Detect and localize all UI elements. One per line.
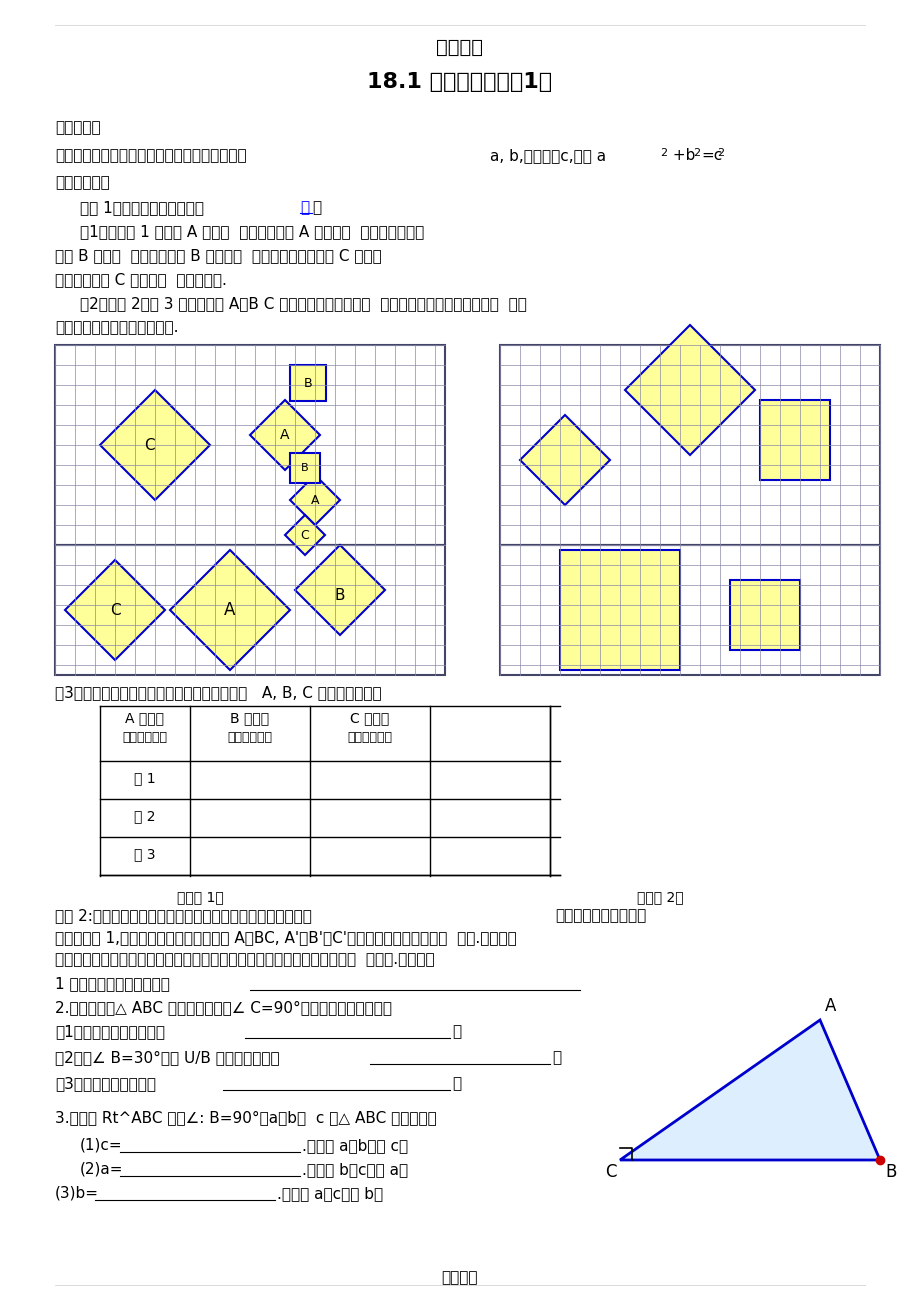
Polygon shape (295, 545, 384, 635)
Text: 2: 2 (659, 149, 666, 158)
Text: C: C (143, 438, 154, 452)
Text: B: B (884, 1164, 895, 1181)
Text: 18.1 勾股定理学案（1）: 18.1 勾股定理学案（1） (367, 72, 552, 93)
Bar (499, 545, 879, 675)
Text: 3.已知在 Rt^ABC 中，∠: B=90°，a、b、  c 是△ ABC 的三边，则: 3.已知在 Rt^ABC 中，∠: B=90°，a、b、 c 是△ ABC 的三… (55, 1110, 437, 1124)
Text: 欢迎下载: 欢迎下载 (441, 1270, 478, 1285)
Polygon shape (624, 324, 754, 455)
Text: 2: 2 (716, 149, 723, 158)
Text: A: A (224, 601, 235, 619)
Text: a, b,斜边长为c,那么 a: a, b,斜边长为c,那么 a (490, 149, 606, 163)
Text: A: A (311, 494, 319, 507)
Text: （1）两锐角之间的关系：: （1）两锐角之间的关系： (55, 1024, 165, 1038)
Text: （2）在图 2、图 3 中，正方形 A、B C 中各含有多少个小方格  ？它们的面积各是多少？你是  如何: （2）在图 2、图 3 中，正方形 A、B C 中各含有多少个小方格 ？它们的面… (80, 296, 527, 311)
Text: .（已知 a、b，求 c）: .（已知 a、b，求 c） (301, 1138, 408, 1153)
Text: C: C (605, 1164, 616, 1181)
Polygon shape (759, 400, 829, 480)
Text: （单位面积）: （单位面积） (122, 731, 167, 744)
Bar (499, 345, 879, 545)
Text: 得到上述结果的？与同伴交流.: 得到上述结果的？与同伴交流. (55, 321, 178, 335)
Polygon shape (289, 365, 325, 401)
Polygon shape (285, 515, 324, 555)
Text: 2: 2 (692, 149, 699, 158)
Text: ；: ； (551, 1050, 561, 1065)
Text: ［必记］：: ［必记］： (55, 120, 100, 136)
Text: （单位面积）: （单位面积） (347, 731, 392, 744)
Text: （1）观察图 1 正方形 A 中含有  个小方格，即 A 的面积是  个单位面积；正: （1）观察图 1 正方形 A 中含有 个小方格，即 A 的面积是 个单位面积；正 (80, 224, 424, 238)
Polygon shape (729, 580, 800, 650)
Text: +b: +b (667, 149, 695, 163)
Text: A: A (280, 427, 289, 442)
Text: C: C (109, 602, 120, 618)
Text: （3）请将上述结果填入下表，你能发现正方形   A, B, C 的面积关系吗？: （3）请将上述结果填入下表，你能发现正方形 A, B, C 的面积关系吗？ (55, 685, 381, 700)
Polygon shape (289, 453, 320, 483)
Text: 。: 。 (451, 1076, 460, 1091)
Text: 探究 2:等腰三角形有上述性质，其他的三角形也有这个性质吗: 探究 2:等腰三角形有上述性质，其他的三角形也有这个性质吗 (55, 908, 312, 923)
Text: 题: 题 (300, 199, 309, 215)
Text: （单位面积）: （单位面积） (227, 731, 272, 744)
Text: 2.如图，直角△ ABC 的主要性质是：∠ C=90°，（用几何语言表示）: 2.如图，直角△ ABC 的主要性质是：∠ C=90°，（用几何语言表示） (55, 999, 391, 1015)
Text: (1)c=: (1)c= (80, 1138, 122, 1153)
Bar (55, 545, 445, 675)
Text: =c: =c (700, 149, 721, 163)
Polygon shape (65, 560, 165, 661)
Text: 1 勾股定理的具体内容是：: 1 勾股定理的具体内容是： (55, 976, 170, 992)
Text: ？如上图，每个小方格: ？如上图，每个小方格 (554, 908, 645, 923)
Polygon shape (100, 390, 210, 500)
Text: B: B (303, 377, 312, 390)
Text: 图 3: 图 3 (134, 847, 155, 861)
Text: ；: ； (451, 1024, 460, 1038)
Text: C 的面积: C 的面积 (350, 711, 390, 724)
Text: 的面积均为 1,请分别计算出下图中正方形 A、BC, A'、B'、C'的面积，看看能得出什么  结论.（提示：: 的面积均为 1,请分别计算出下图中正方形 A、BC, A'、B'、C'的面积，看… (55, 930, 516, 945)
Text: 个小方格，即 C 的面积是  个单位面积.: 个小方格，即 C 的面积是 个单位面积. (55, 272, 227, 287)
Text: 以斜边为边长的正方形的面积，等于某个正方形的面积减去四个直角三角形  的面积.）归纳：: 以斜边为边长的正方形的面积，等于某个正方形的面积减去四个直角三角形 的面积.）归… (55, 952, 434, 967)
Text: ［新课讲解］: ［新课讲解］ (55, 175, 109, 190)
Text: B: B (301, 463, 309, 473)
Polygon shape (250, 400, 320, 470)
Bar (55, 345, 445, 545)
Text: B 的面积: B 的面积 (230, 711, 269, 724)
Text: （探究 1）: （探究 1） (176, 890, 223, 904)
Text: （2）若∠ B=30°，则 U/B 的对边和斜边：: （2）若∠ B=30°，则 U/B 的对边和斜边： (55, 1050, 279, 1065)
Text: 图 1: 图 1 (134, 771, 155, 784)
Text: （探究 2）: （探究 2） (636, 890, 683, 904)
Text: 精品资源: 精品资源 (436, 38, 483, 57)
Text: （3）三边之间的关系：: （3）三边之间的关系： (55, 1076, 156, 1091)
Polygon shape (560, 550, 679, 670)
Text: A: A (824, 997, 835, 1015)
Text: 图 2: 图 2 (134, 809, 155, 823)
Text: ：: ： (312, 199, 321, 215)
Text: .（已知 a、c，求 b）: .（已知 a、c，求 b） (277, 1186, 382, 1201)
Text: 探究 1：观察下图，并回答问: 探究 1：观察下图，并回答问 (80, 199, 204, 215)
Text: (2)a=: (2)a= (80, 1162, 123, 1177)
Text: (3)b=: (3)b= (55, 1186, 99, 1201)
Text: 勾股定理：如果直角三角形的两直角边长分别为: 勾股定理：如果直角三角形的两直角边长分别为 (55, 149, 246, 163)
Polygon shape (289, 476, 340, 525)
Text: B: B (335, 588, 345, 602)
Polygon shape (619, 1020, 879, 1160)
Text: 方形 B 中含有  个小方格，即 B 的面积是  个单位面积；正方形 C 中含有: 方形 B 中含有 个小方格，即 B 的面积是 个单位面积；正方形 C 中含有 (55, 248, 381, 263)
Polygon shape (170, 550, 289, 670)
Text: C: C (301, 529, 309, 542)
Polygon shape (519, 414, 609, 506)
Text: A 的面积: A 的面积 (125, 711, 165, 724)
Text: .（已知 b、c，求 a）: .（已知 b、c，求 a） (301, 1162, 408, 1177)
